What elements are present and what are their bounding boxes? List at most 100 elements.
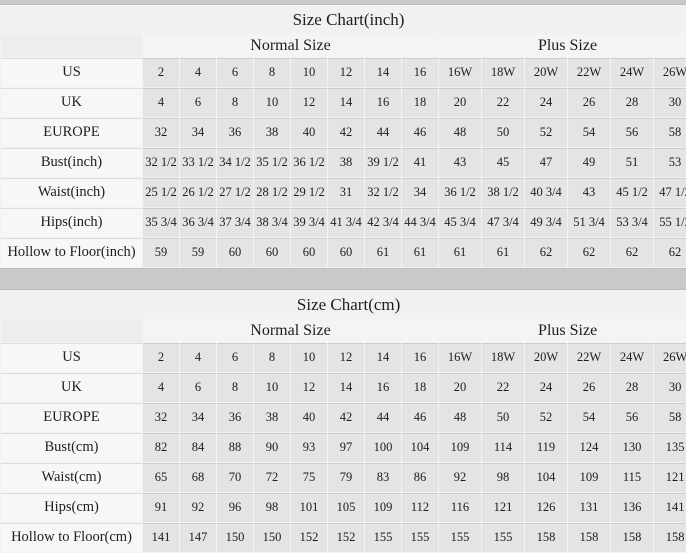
- size-cell: 49: [568, 148, 610, 177]
- size-cell: 93: [291, 433, 327, 462]
- size-cell: 18: [402, 373, 438, 402]
- size-cell: 50: [482, 403, 524, 432]
- size-cell: 54: [568, 118, 610, 147]
- size-cell: 14: [365, 58, 401, 87]
- size-cell: 12: [291, 88, 327, 117]
- size-cell: 124: [568, 433, 610, 462]
- size-cell: 42: [328, 118, 364, 147]
- size-cell: 136: [611, 493, 653, 522]
- size-cell: 10: [291, 58, 327, 87]
- size-cell: 24: [525, 373, 567, 402]
- size-cell: 18W: [482, 58, 524, 87]
- table-row: Hips(inch) 35 3/4 36 3/4 37 3/4 38 3/4 39 3/4…: [1, 208, 686, 237]
- size-cell: 20W: [525, 58, 567, 87]
- size-cell: 83: [365, 463, 401, 492]
- size-cell: 6: [180, 88, 216, 117]
- table-row: Bust(cm) 82 84 88 90 93 97 100 104 109 114 119 124 13…: [1, 433, 686, 462]
- size-cell: 43: [439, 148, 481, 177]
- size-cell: 14: [365, 343, 401, 372]
- size-cell: 2: [143, 343, 179, 372]
- size-cell: 61: [365, 238, 401, 267]
- group-header-row: Normal Size Plus Size: [1, 34, 686, 57]
- table-row: Bust(inch) 32 1/2 33 1/2 34 1/2 35 1/2 36 1/2…: [1, 148, 686, 177]
- size-cell: 38 3/4: [254, 208, 290, 237]
- size-cell: 38: [254, 118, 290, 147]
- table-row: Waist(inch) 25 1/2 26 1/2 27 1/2 28 1/2 29 1/…: [1, 178, 686, 207]
- size-cell: 155: [402, 523, 438, 552]
- size-cell: 39 1/2: [365, 148, 401, 177]
- size-cell: 16W: [439, 58, 481, 87]
- size-cell: 115: [611, 463, 653, 492]
- size-cell: 152: [328, 523, 364, 552]
- size-cell: 58: [654, 118, 686, 147]
- size-cell: 40: [291, 403, 327, 432]
- table-row: US 2 4 6 8 10 12 14 16 16W 18W 20W 22W 24W 26W: [1, 58, 686, 87]
- size-chart-page: Size Chart(inch) Normal Size Plus Size U…: [0, 5, 686, 553]
- size-cell: 47 3/4: [482, 208, 524, 237]
- size-cell: 42: [328, 403, 364, 432]
- table-row: EUROPE 32 34 36 38 40 42 44 46 48 50 52 54 56 58: [1, 403, 686, 432]
- size-cell: 126: [525, 493, 567, 522]
- size-cell: 59: [180, 238, 216, 267]
- size-cell: 40: [291, 118, 327, 147]
- size-cell: 36: [217, 118, 253, 147]
- size-cell: 18: [402, 88, 438, 117]
- row-label: EUROPE: [1, 118, 142, 147]
- size-cell: 114: [482, 433, 524, 462]
- row-label: Waist(cm): [1, 463, 142, 492]
- size-cell: 32 1/2: [143, 148, 179, 177]
- size-cell: 6: [217, 343, 253, 372]
- size-cell: 112: [402, 493, 438, 522]
- table-row: Hollow to Floor(cm) 141 147 150 150 152 152 155…: [1, 523, 686, 552]
- size-cell: 24W: [611, 58, 653, 87]
- size-cell: 35 1/2: [254, 148, 290, 177]
- size-cell: 61: [439, 238, 481, 267]
- table-title-row: Size Chart(inch): [1, 6, 686, 33]
- row-label: Hips(cm): [1, 493, 142, 522]
- size-cell: 14: [328, 88, 364, 117]
- size-cell: 8: [217, 88, 253, 117]
- size-cell: 38: [328, 148, 364, 177]
- size-cell: 35 3/4: [143, 208, 179, 237]
- size-cell: 92: [439, 463, 481, 492]
- size-cell: 48: [439, 403, 481, 432]
- size-cell: 41: [402, 148, 438, 177]
- size-cell: 121: [482, 493, 524, 522]
- table-row: Waist(cm) 65 68 70 72 75 79 83 86 92 98 104 109 115 12…: [1, 463, 686, 492]
- size-cell: 46: [402, 118, 438, 147]
- size-cell: 8: [254, 58, 290, 87]
- size-cell: 16: [365, 373, 401, 402]
- size-cell: 22: [482, 88, 524, 117]
- size-cell: 24: [525, 88, 567, 117]
- size-cell: 121: [654, 463, 686, 492]
- size-cell: 28: [611, 88, 653, 117]
- size-cell: 22: [482, 373, 524, 402]
- size-cell: 4: [143, 373, 179, 402]
- row-label: Hollow to Floor(cm): [1, 523, 142, 552]
- table-title: Size Chart(inch): [1, 6, 686, 33]
- size-cell: 49 3/4: [525, 208, 567, 237]
- size-cell: 158: [611, 523, 653, 552]
- size-cell: 34: [180, 403, 216, 432]
- size-cell: 16: [365, 88, 401, 117]
- size-cell: 38: [254, 403, 290, 432]
- group-header-normal: Normal Size: [143, 34, 438, 57]
- size-cell: 26: [568, 373, 610, 402]
- size-cell: 155: [439, 523, 481, 552]
- table-title: Size Chart(cm): [1, 291, 686, 318]
- size-cell: 53 3/4: [611, 208, 653, 237]
- size-cell: 34: [180, 118, 216, 147]
- size-cell: 36 1/2: [439, 178, 481, 207]
- size-chart-inch-table: Size Chart(inch) Normal Size Plus Size U…: [0, 5, 686, 268]
- size-cell: 109: [568, 463, 610, 492]
- size-cell: 86: [402, 463, 438, 492]
- group-header-plus: Plus Size: [439, 34, 686, 57]
- size-cell: 62: [568, 238, 610, 267]
- size-cell: 158: [568, 523, 610, 552]
- size-cell: 26W: [654, 343, 686, 372]
- size-cell: 104: [525, 463, 567, 492]
- size-cell: 50: [482, 118, 524, 147]
- size-cell: 68: [180, 463, 216, 492]
- row-label: Bust(inch): [1, 148, 142, 177]
- size-cell: 150: [217, 523, 253, 552]
